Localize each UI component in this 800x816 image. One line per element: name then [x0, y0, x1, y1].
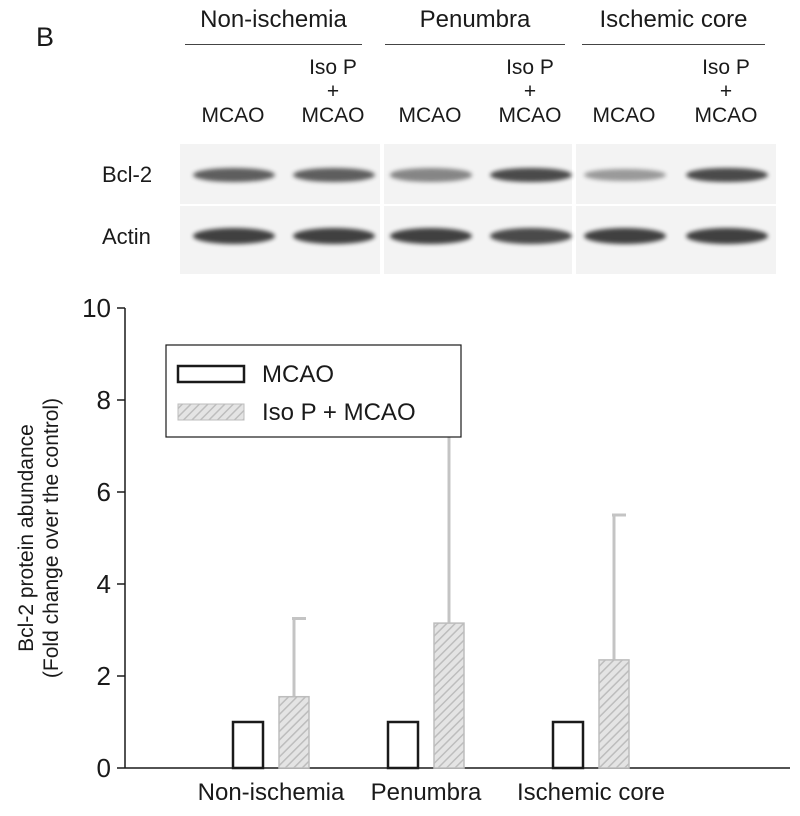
bar-chart: 0 2 4 6 8 10 Bcl-2 protein abundance (Fold chan… [15, 293, 790, 806]
lane-label: Iso P + MCAO [498, 56, 562, 127]
x-tick-label: Ischemic core [517, 779, 665, 806]
y-tick-label: 4 [97, 569, 111, 599]
bar [278, 695, 310, 769]
lane-label: MCAO [398, 104, 462, 127]
region-title: Ischemic core [599, 6, 748, 33]
blot-band [390, 228, 472, 244]
bar [231, 720, 265, 770]
y-tick-label: 2 [97, 661, 111, 691]
bar [551, 720, 585, 770]
lane-label: Iso P + MCAO [301, 56, 365, 127]
y-tick-label: 8 [97, 385, 111, 415]
region-rule [385, 44, 565, 45]
legend-label: MCAO [262, 361, 334, 388]
region-title: Penumbra [419, 6, 531, 33]
y-axis-label: Bcl-2 protein abundance [15, 424, 38, 652]
blot-band [686, 228, 768, 244]
blot-band [193, 228, 275, 244]
legend-label: Iso P + MCAO [262, 399, 416, 426]
blot-band [390, 168, 472, 182]
x-tick-label: Non-ischemia [198, 779, 345, 806]
blot-row-label: Actin [102, 224, 151, 249]
blot-band [293, 228, 375, 244]
panel-label: B [36, 22, 55, 52]
region-rule [582, 44, 765, 45]
y-tick-label: 10 [82, 293, 111, 323]
y-tick-label: 6 [97, 477, 111, 507]
bar [433, 622, 465, 769]
region-rule [185, 44, 362, 45]
blot-band [686, 167, 768, 183]
blot-band [490, 167, 572, 183]
bar [386, 720, 420, 770]
blot-band [293, 168, 375, 182]
y-tick-label: 0 [97, 753, 111, 783]
blot-band [584, 228, 666, 244]
x-tick-label: Penumbra [371, 779, 482, 806]
legend-swatch [176, 364, 246, 384]
y-axis-label-line2: (Fold change over the control) [40, 398, 63, 678]
lane-label: MCAO [592, 104, 656, 127]
legend-swatch [177, 403, 245, 421]
legend-box [165, 344, 462, 438]
lane-label: Iso P + MCAO [694, 56, 758, 127]
bar [598, 659, 630, 769]
blot-band [490, 228, 572, 244]
lane-label: MCAO [201, 104, 265, 127]
region-title: Non-ischemia [200, 6, 347, 33]
blot-row-label: Bcl-2 [102, 162, 153, 187]
blot-band [193, 168, 275, 182]
blot-band [584, 168, 666, 182]
